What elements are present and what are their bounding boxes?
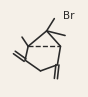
- Text: Br: Br: [63, 11, 74, 21]
